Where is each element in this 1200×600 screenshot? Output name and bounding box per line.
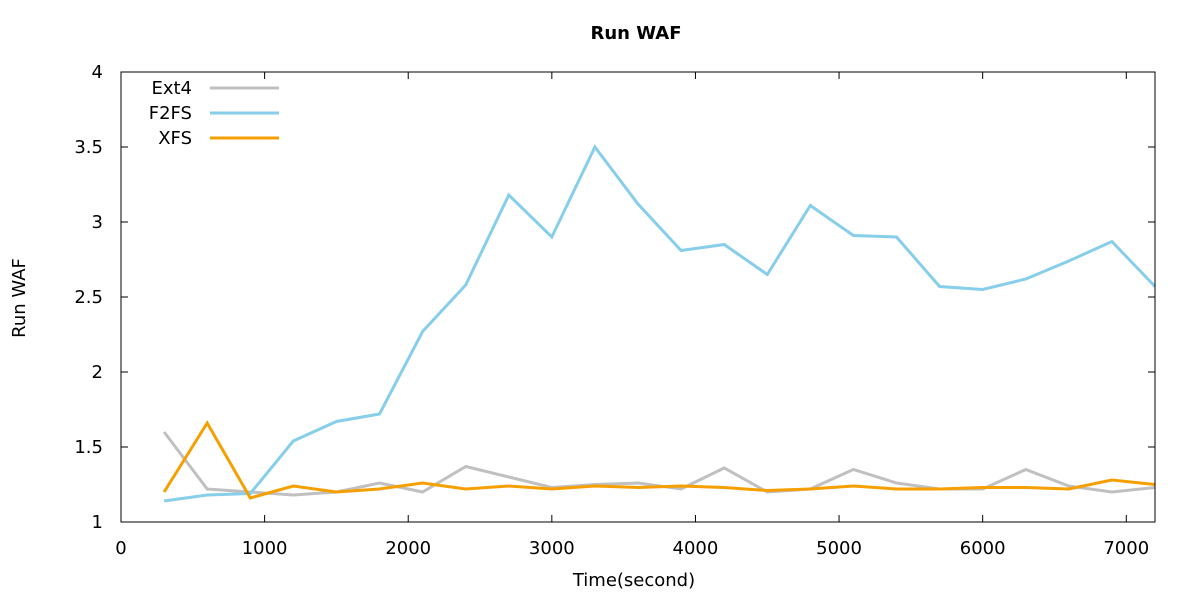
y-tick-label: 3.5: [74, 137, 103, 158]
chart-title: Run WAF: [590, 23, 681, 44]
y-tick-label: 3: [92, 212, 103, 233]
y-tick-label: 2.5: [74, 287, 103, 308]
x-tick-label: 1000: [242, 538, 288, 559]
legend-label-ext4: Ext4: [151, 78, 192, 99]
legend-label-f2fs: F2FS: [149, 103, 192, 124]
x-tick-label: 7000: [1103, 538, 1149, 559]
y-axis-label: Run WAF: [9, 258, 30, 338]
plot-series: [162, 144, 1157, 503]
legend-label-xfs: XFS: [158, 128, 192, 149]
x-tick-label: 4000: [673, 538, 719, 559]
x-tick-label: 5000: [816, 538, 862, 559]
y-tick-label: 2: [92, 362, 103, 383]
axis-ticks: 0 1000 2000 3000 4000 5000 6000 7000 1 1.5 2 2.5 3 3.…: [74, 62, 1155, 559]
x-axis-label: Time(second): [572, 570, 695, 591]
legend: Ext4 F2FS XFS: [149, 78, 279, 149]
x-tick-label: 2000: [385, 538, 431, 559]
x-tick-label: 0: [115, 538, 126, 559]
y-tick-label: 1.5: [74, 437, 103, 458]
x-tick-label: 3000: [529, 538, 575, 559]
plot-frame: [120, 71, 1156, 523]
x-tick-label: 6000: [960, 538, 1006, 559]
y-tick-label: 1: [92, 512, 103, 533]
series-line-xfs: [162, 420, 1156, 500]
y-tick-label: 4: [92, 62, 103, 83]
series-line-f2fs: [163, 144, 1157, 503]
